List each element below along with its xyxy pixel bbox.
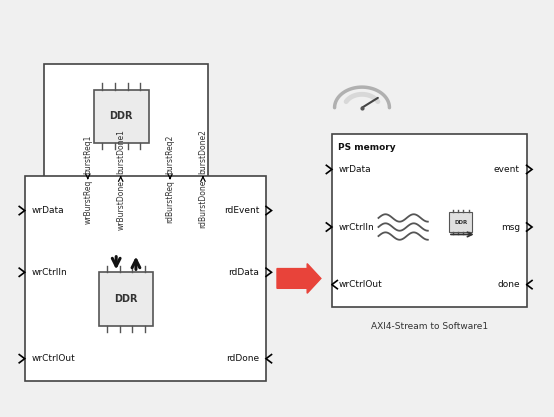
Bar	[332, 134, 526, 307]
Bar	[449, 212, 472, 232]
Text: rdDone: rdDone	[227, 354, 259, 363]
Text: burstReq2: burstReq2	[166, 134, 175, 173]
Text: done: done	[497, 280, 520, 289]
Text: rdEvent: rdEvent	[224, 206, 259, 215]
Bar	[99, 272, 153, 326]
Bar	[25, 176, 266, 381]
Bar	[44, 65, 208, 180]
FancyArrow shape	[277, 264, 321, 293]
Text: rdBurstDone: rdBurstDone	[198, 180, 207, 228]
Text: burstDone2: burstDone2	[198, 129, 207, 173]
Bar	[94, 90, 148, 143]
Text: wrBurstDone: wrBurstDone	[116, 180, 125, 230]
Text: msg: msg	[501, 223, 520, 231]
Text: DDR: DDR	[114, 294, 138, 304]
Text: DDR: DDR	[110, 111, 133, 121]
Text: PS memory: PS memory	[338, 143, 396, 153]
Text: wrCtrlOut: wrCtrlOut	[31, 354, 75, 363]
Text: wrCtrlIn: wrCtrlIn	[338, 223, 374, 231]
Text: rdBurstReq: rdBurstReq	[166, 180, 175, 223]
Text: rdData: rdData	[229, 268, 259, 277]
Text: wrData: wrData	[338, 165, 371, 174]
Text: burstReq1: burstReq1	[83, 134, 93, 173]
Text: wrCtrlOut: wrCtrlOut	[338, 280, 382, 289]
Text: wrBurstReq: wrBurstReq	[83, 180, 93, 224]
Text: wrCtrlIn: wrCtrlIn	[31, 268, 67, 277]
Text: AXI4-Stream to Software1: AXI4-Stream to Software1	[371, 322, 488, 331]
Text: DDR: DDR	[454, 220, 468, 225]
Text: event: event	[494, 165, 520, 174]
Text: burstDone1: burstDone1	[116, 129, 125, 173]
Text: wrData: wrData	[31, 206, 64, 215]
